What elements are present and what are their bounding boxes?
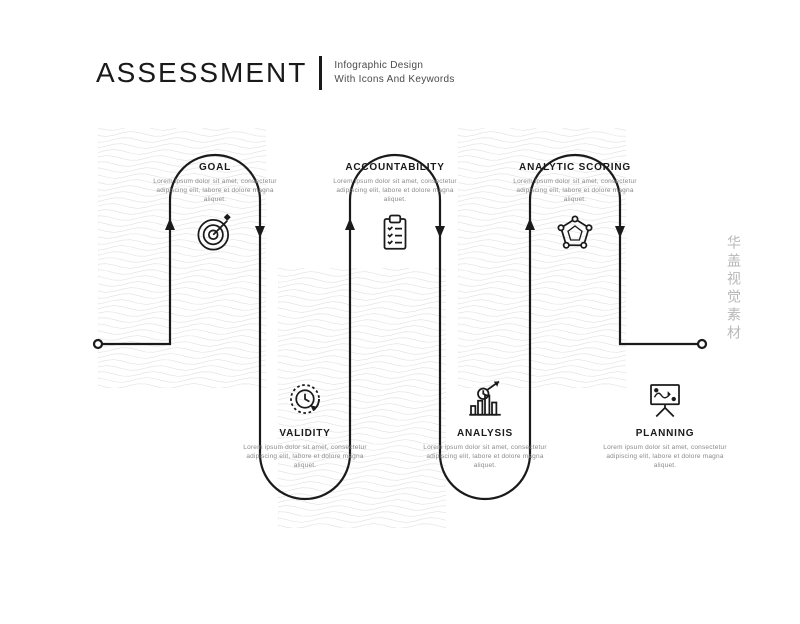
step-title-planning: PLANNING <box>600 428 730 439</box>
board-plan-icon <box>600 378 730 420</box>
step-body-validity: Lorem ipsum dolor sit amet, consectetur … <box>240 444 370 470</box>
step-analysis: ANALYSIS Lorem ipsum dolor sit amet, con… <box>420 370 550 470</box>
chart-arrow-icon <box>420 378 550 420</box>
step-planning: PLANNING Lorem ipsum dolor sit amet, con… <box>600 370 730 470</box>
step-title-analytic-scoring: ANALYTIC SCORING <box>510 162 640 173</box>
step-body-analysis: Lorem ipsum dolor sit amet, consectetur … <box>420 444 550 470</box>
step-validity: VALIDITY Lorem ipsum dolor sit amet, con… <box>240 370 370 470</box>
clipboard-icon <box>330 212 460 254</box>
pentagon-nodes-icon <box>510 212 640 254</box>
step-goal: GOAL Lorem ipsum dolor sit amet, consect… <box>150 162 280 262</box>
step-title-analysis: ANALYSIS <box>420 428 550 439</box>
flow-path <box>0 0 800 624</box>
target-icon <box>150 212 280 254</box>
step-body-goal: Lorem ipsum dolor sit amet, consectetur … <box>150 178 280 204</box>
clock-cycle-icon <box>240 378 370 420</box>
step-body-accountability: Lorem ipsum dolor sit amet, consectetur … <box>330 178 460 204</box>
step-title-validity: VALIDITY <box>240 428 370 439</box>
step-body-planning: Lorem ipsum dolor sit amet, consectetur … <box>600 444 730 470</box>
step-title-goal: GOAL <box>150 162 280 173</box>
step-body-analytic-scoring: Lorem ipsum dolor sit amet, consectetur … <box>510 178 640 204</box>
step-analytic-scoring: ANALYTIC SCORING Lorem ipsum dolor sit a… <box>510 162 640 262</box>
watermark: 华盖视觉素材 <box>722 235 742 343</box>
step-accountability: ACCOUNTABILITY Lorem ipsum dolor sit ame… <box>330 162 460 262</box>
step-title-accountability: ACCOUNTABILITY <box>330 162 460 173</box>
